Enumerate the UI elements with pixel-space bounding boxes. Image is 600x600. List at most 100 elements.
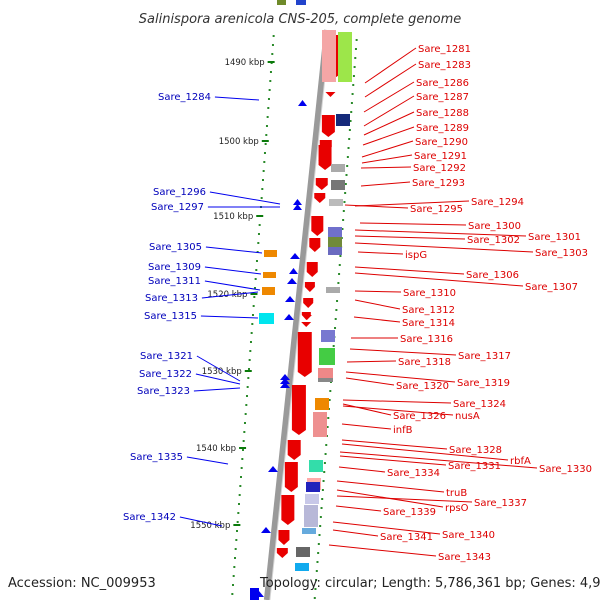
guide-dot — [346, 156, 349, 158]
guide-dot — [334, 327, 337, 329]
guide-dot — [242, 440, 245, 442]
gene-label-left[interactable]: Sare_1323 — [137, 386, 190, 397]
gene-label-right[interactable]: Sare_1343 — [438, 552, 491, 563]
gene-label-right[interactable]: rpsO — [445, 503, 469, 514]
gene-label-right[interactable]: Sare_1341 — [380, 532, 433, 543]
gene-label-right[interactable]: Sare_1320 — [396, 381, 449, 392]
gene-label-right[interactable]: Sare_1334 — [387, 468, 440, 479]
guide-dot — [243, 422, 246, 424]
forward-gene-arrow — [303, 300, 314, 305]
gene-label-right[interactable]: Sare_1307 — [525, 282, 578, 293]
gene-label-right[interactable]: Sare_1330 — [539, 464, 592, 475]
gene-label-right[interactable]: Sare_1317 — [458, 351, 511, 362]
gene-label-right[interactable]: Sare_1339 — [383, 507, 436, 518]
scale-tick-label: 1500 kbp — [219, 137, 259, 147]
gene-label-right[interactable]: Sare_1289 — [416, 123, 469, 134]
gene-label-left[interactable]: Sare_1321 — [140, 351, 193, 362]
gene-label-left[interactable]: Sare_1322 — [139, 369, 192, 380]
gene-label-right[interactable]: Sare_1286 — [416, 78, 469, 89]
gene-block — [328, 247, 342, 255]
gene-label-left[interactable]: Sare_1309 — [148, 262, 201, 273]
gene-label-right[interactable]: Sare_1306 — [466, 270, 519, 281]
gene-label-right[interactable]: Sare_1340 — [442, 530, 495, 541]
gene-label-right[interactable]: Sare_1291 — [414, 151, 467, 162]
gene-label-left[interactable]: Sare_1284 — [158, 92, 211, 103]
gene-label-left[interactable]: Sare_1315 — [144, 311, 197, 322]
gene-label-right[interactable]: Sare_1281 — [418, 44, 471, 55]
gene-label-right[interactable]: Sare_1290 — [415, 137, 468, 148]
gene-label-left[interactable]: Sare_1311 — [148, 276, 201, 287]
gene-label-right[interactable]: Sare_1293 — [412, 178, 465, 189]
guide-dot — [323, 462, 326, 464]
gene-label-right[interactable]: Sare_1302 — [467, 235, 520, 246]
gene-label-right[interactable]: Sare_1295 — [410, 204, 463, 215]
guide-dot — [243, 431, 246, 433]
guide-dot — [355, 39, 358, 41]
forward-gene-arrow — [278, 530, 290, 545]
gene-label-right[interactable]: nusA — [455, 411, 480, 422]
guide-dot — [232, 584, 235, 586]
gene-label-right[interactable]: Sare_1331 — [448, 461, 501, 472]
map-tracks — [231, 0, 358, 600]
gene-block — [318, 378, 333, 382]
forward-gene-arrow — [325, 92, 336, 97]
gene-label-right[interactable]: Sare_1301 — [528, 232, 581, 243]
guide-dot — [238, 494, 241, 496]
gene-label-left[interactable]: Sare_1305 — [149, 242, 202, 253]
guide-dot — [316, 561, 319, 563]
leader-line — [339, 451, 538, 469]
gene-label-right[interactable]: infB — [393, 425, 413, 436]
gene-label-right[interactable]: truB — [446, 488, 467, 499]
guide-dot — [265, 134, 268, 136]
gene-label-right[interactable]: Sare_1310 — [403, 288, 456, 299]
gene-label-left[interactable]: Sare_1297 — [151, 202, 204, 213]
gene-label-left[interactable]: Sare_1342 — [123, 512, 176, 523]
guide-dot — [334, 318, 337, 320]
gene-block — [305, 494, 319, 504]
gene-block — [277, 0, 286, 5]
reverse-gene-arrow — [293, 204, 302, 210]
leader-line — [346, 360, 397, 363]
scale-tick-label: 1510 kbp — [213, 212, 253, 222]
gene-label-right[interactable]: Sare_1319 — [457, 378, 510, 389]
accession-text: Accession: NC_009953 — [8, 576, 156, 591]
gene-label-right[interactable]: Sare_1294 — [471, 197, 524, 208]
gene-label-left[interactable]: Sare_1313 — [145, 293, 198, 304]
reverse-gene-arrow — [284, 314, 294, 320]
gene-label-right[interactable]: Sare_1326 — [393, 411, 446, 422]
gene-label-right[interactable]: Sare_1287 — [416, 92, 469, 103]
leader-line — [179, 516, 223, 527]
gene-label-right[interactable]: Sare_1337 — [474, 498, 527, 509]
gene-label-right[interactable]: Sare_1318 — [398, 357, 451, 368]
guide-dot — [341, 228, 344, 230]
leader-line — [362, 126, 415, 146]
gene-label-right[interactable]: Sare_1292 — [413, 163, 466, 174]
leader-line — [336, 495, 473, 503]
reverse-gene-arrow — [287, 278, 297, 284]
guide-dot — [252, 305, 255, 307]
forward-gene-arrow — [321, 115, 335, 137]
gene-label-right[interactable]: Sare_1283 — [418, 60, 471, 71]
gene-label-right[interactable]: Sare_1324 — [453, 399, 506, 410]
gene-label-right[interactable]: Sare_1312 — [402, 305, 455, 316]
gene-label-right[interactable]: Sare_1314 — [402, 318, 455, 329]
gene-label-right[interactable]: rbfA — [510, 456, 531, 467]
guide-dot — [322, 480, 325, 482]
guide-dot — [327, 417, 330, 419]
gene-label-right[interactable]: Sare_1303 — [535, 248, 588, 259]
leader-line — [341, 443, 509, 461]
gene-labels[interactable]: Sare_1284 Sare_1296 Sare_1297 Sare_1305 Sare… — [123, 44, 592, 563]
gene-block — [319, 348, 335, 365]
gene-label-right[interactable]: Sare_1316 — [400, 334, 453, 345]
reverse-gene-arrow — [280, 374, 290, 380]
gene-label-right[interactable]: Sare_1300 — [468, 221, 521, 232]
gene-label-left[interactable]: Sare_1296 — [153, 187, 206, 198]
guide-dot — [239, 485, 242, 487]
gene-label-right[interactable]: Sare_1288 — [416, 108, 469, 119]
gene-label-right[interactable]: ispG — [405, 250, 427, 261]
gene-label-left[interactable]: Sare_1335 — [130, 452, 183, 463]
leader-line — [354, 299, 401, 310]
gene-label-right[interactable]: Sare_1328 — [449, 445, 502, 456]
forward-gene-arrow — [318, 145, 332, 170]
guide-dot — [241, 458, 244, 460]
